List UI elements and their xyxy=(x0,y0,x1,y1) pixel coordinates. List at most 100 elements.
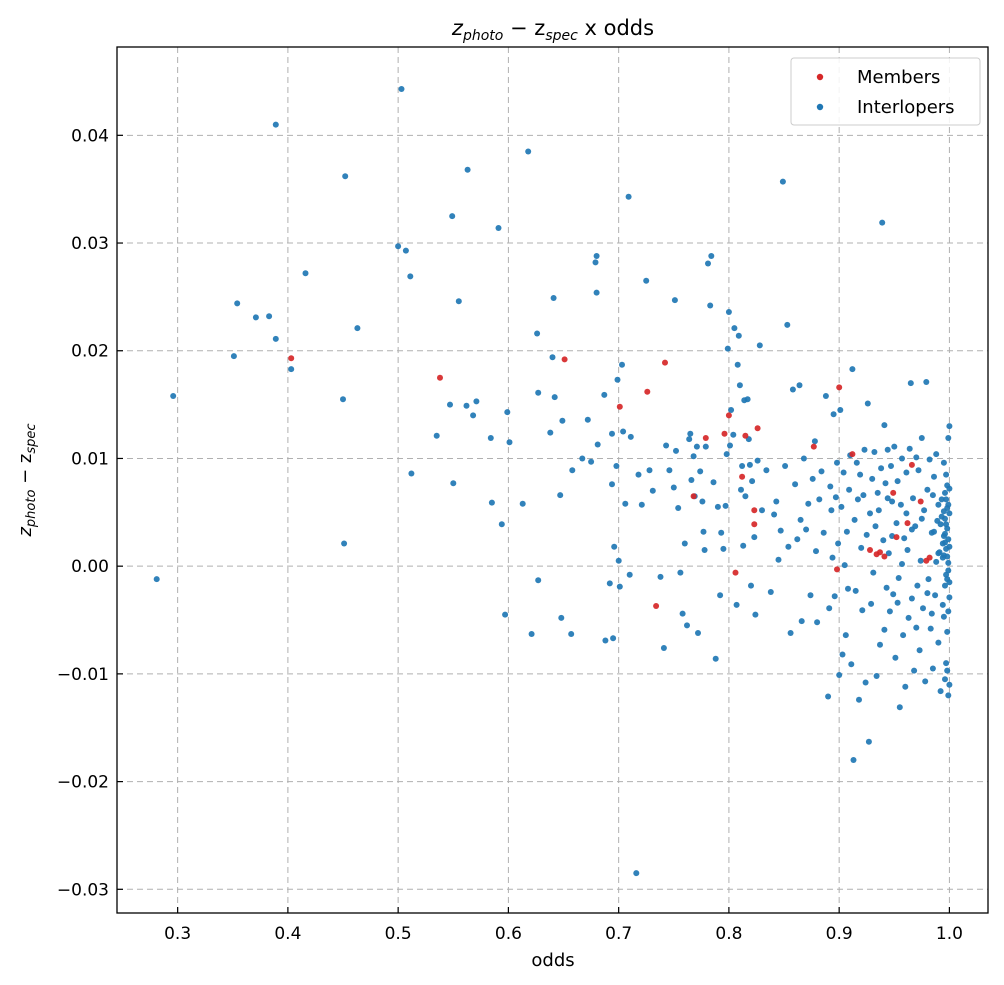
data-point xyxy=(702,435,709,441)
data-point xyxy=(921,507,928,514)
data-point xyxy=(739,473,746,480)
data-point xyxy=(897,501,904,508)
data-point xyxy=(252,314,259,321)
data-point xyxy=(653,603,660,609)
data-point xyxy=(863,531,870,538)
data-point xyxy=(495,225,502,231)
data-point xyxy=(913,454,920,461)
data-point xyxy=(875,507,882,514)
data-point xyxy=(942,676,948,683)
data-point xyxy=(395,243,402,250)
data-point xyxy=(843,528,850,535)
data-point xyxy=(931,473,937,480)
data-point xyxy=(723,451,730,458)
data-point xyxy=(943,496,950,503)
data-point xyxy=(926,456,933,463)
data-point xyxy=(884,495,891,502)
series-interlopers xyxy=(153,86,953,877)
data-point xyxy=(408,470,415,477)
data-point xyxy=(846,486,853,493)
data-point xyxy=(857,471,864,478)
x-tick-label: 0.7 xyxy=(605,924,632,944)
data-point xyxy=(860,492,867,499)
data-point xyxy=(551,394,558,401)
data-point xyxy=(792,481,799,488)
data-point xyxy=(942,582,948,589)
data-point xyxy=(894,478,901,485)
data-point xyxy=(731,325,738,332)
data-point xyxy=(893,520,900,527)
data-point xyxy=(942,489,948,496)
data-point xyxy=(923,379,930,385)
data-point xyxy=(592,259,599,266)
data-point xyxy=(862,679,869,686)
data-point xyxy=(735,332,742,339)
data-point xyxy=(798,618,805,625)
data-point xyxy=(935,550,942,557)
data-point xyxy=(943,660,950,667)
data-point xyxy=(695,630,701,636)
data-point xyxy=(613,463,620,469)
data-point xyxy=(547,429,554,436)
data-point xyxy=(535,577,542,584)
data-point xyxy=(834,566,840,573)
data-point xyxy=(940,613,947,620)
data-point xyxy=(944,525,951,532)
data-point xyxy=(473,398,480,405)
data-point xyxy=(813,548,819,555)
data-point xyxy=(895,575,902,581)
data-point xyxy=(932,592,939,599)
data-point xyxy=(288,366,295,373)
data-point xyxy=(885,550,892,557)
data-point xyxy=(773,498,780,505)
data-point xyxy=(796,382,803,389)
data-point xyxy=(848,661,855,668)
data-point xyxy=(832,494,839,501)
data-point xyxy=(662,359,668,366)
data-point xyxy=(616,583,623,590)
data-point xyxy=(929,665,936,672)
data-point xyxy=(777,527,784,534)
data-point xyxy=(809,475,816,482)
data-point xyxy=(616,403,623,410)
data-point xyxy=(850,757,857,763)
data-point xyxy=(619,361,625,368)
data-point xyxy=(852,587,859,594)
data-point xyxy=(717,592,724,599)
data-point xyxy=(519,500,526,507)
data-point xyxy=(940,508,947,515)
data-point xyxy=(894,599,901,606)
data-point xyxy=(907,380,914,387)
data-point xyxy=(943,471,950,478)
data-point xyxy=(677,569,684,576)
data-point xyxy=(854,496,861,503)
y-tick-label: −0.02 xyxy=(57,773,109,793)
data-point xyxy=(402,247,409,254)
data-point xyxy=(908,595,915,602)
data-point xyxy=(464,166,471,173)
data-point xyxy=(528,631,535,637)
legend-label-interlopers: Interlopers xyxy=(857,97,955,118)
data-point xyxy=(839,651,846,658)
data-point xyxy=(450,480,457,487)
data-point xyxy=(626,571,633,578)
data-point xyxy=(917,557,924,564)
data-point xyxy=(811,438,818,445)
data-point xyxy=(924,590,931,597)
data-point xyxy=(708,253,715,259)
data-point xyxy=(557,492,564,499)
data-point xyxy=(935,501,942,508)
data-point xyxy=(660,645,667,651)
data-point xyxy=(917,498,924,505)
data-point xyxy=(742,493,749,500)
data-point xyxy=(756,342,763,349)
data-point xyxy=(673,447,679,454)
data-point xyxy=(342,173,349,180)
data-point xyxy=(738,486,744,493)
data-point xyxy=(881,626,888,633)
data-point xyxy=(340,396,346,403)
data-point xyxy=(805,500,812,507)
data-point xyxy=(644,388,651,395)
data-point xyxy=(751,521,758,528)
data-point xyxy=(525,148,532,155)
